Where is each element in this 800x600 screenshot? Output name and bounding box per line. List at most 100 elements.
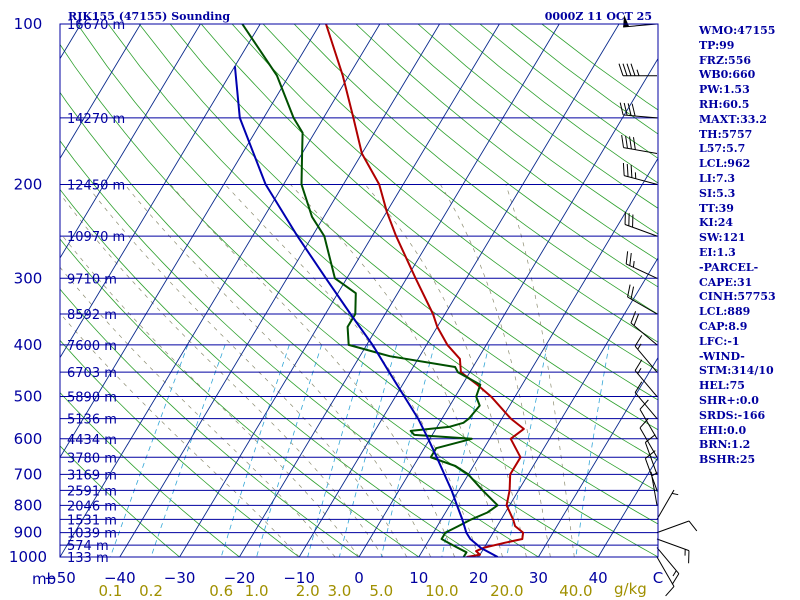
wind-barb-half-flag (637, 367, 642, 374)
wind-barb-staff (624, 224, 658, 237)
wind-barb-staff (656, 547, 680, 574)
wind-barb-flag (671, 573, 680, 585)
wind-barb-staff (639, 409, 658, 440)
height-label: 8592 m (67, 308, 117, 323)
wind-barb-half-flag (634, 172, 637, 179)
wind-barb-half-flag (671, 492, 679, 496)
isotherm (60, 24, 321, 459)
wind-barb (634, 381, 658, 419)
wind-barb (627, 284, 658, 315)
height-label: 3780 m (67, 451, 117, 466)
wind-barb-flag (629, 136, 632, 150)
sounding-index: MAXT:33.2 (699, 112, 767, 126)
sounding-index: KI:24 (699, 216, 734, 230)
wind-barb-flag (630, 63, 636, 76)
sounding-index: EHI:0.0 (699, 423, 747, 437)
wind-barb-flag (630, 165, 633, 178)
height-label: 574 m (67, 539, 109, 554)
wind-barb-flag (624, 211, 626, 225)
sounding-index: LCL:889 (699, 305, 751, 319)
wind-barb (634, 359, 658, 397)
sounding-index: SRDS:-166 (699, 408, 766, 422)
isotherm (60, 24, 141, 160)
wind-barb-flag (632, 137, 636, 150)
temperature-tick-label: −20 (224, 569, 256, 587)
height-label: 14270 m (67, 112, 125, 127)
height-label: 4434 m (67, 433, 117, 448)
wind-barb-flag (639, 418, 649, 429)
sounding-index: L57:5.7 (699, 142, 746, 156)
plot-frame (59, 23, 659, 558)
temperature-tick-label: 0 (354, 569, 364, 587)
height-label: 2046 m (67, 499, 117, 514)
sounding-profiles (233, 24, 525, 557)
mixing-ratio-axis-labels: 0.1 0.2 0.6 1.0 2.0 3.0 5.0 10.0 20.0 40.0 (98, 582, 592, 600)
mixing-ratio-tick-label: 0.6 (209, 582, 233, 600)
wind-barb (656, 538, 690, 564)
pressure-tick-label: 600 (14, 430, 43, 448)
height-label: 5890 m (67, 391, 117, 406)
wind-barb-flag (626, 163, 629, 177)
sounding-index: SI:5.3 (699, 186, 736, 200)
sounding-index: WB0:660 (699, 68, 756, 82)
sounding-index: TT:39 (699, 201, 734, 215)
mixing-ratio-tick-label: 2.0 (296, 582, 320, 600)
temperature-tick-label: −30 (164, 569, 196, 587)
wind-barb-flag (628, 213, 630, 226)
wind-barb-half-flag (636, 69, 640, 76)
sounding-index: CINH:57753 (699, 290, 776, 304)
wind-barb-flag (621, 135, 625, 148)
wind-barb (656, 520, 698, 534)
wind-barb-flag (630, 311, 637, 324)
wind-barb (656, 547, 680, 585)
sounding-index: -PARCEL- (699, 260, 759, 274)
dewpoint-line (241, 24, 499, 557)
mixing-ratio-tick-label: 20.0 (490, 582, 523, 600)
wind-barb-flag (618, 63, 624, 76)
wind-barb-flag (630, 286, 635, 300)
wind-barb (656, 489, 679, 520)
height-label: 2591 m (67, 484, 117, 499)
height-label: 10970 m (67, 230, 125, 245)
sounding-index: LCL:962 (699, 157, 751, 171)
wind-barb-staff (656, 556, 675, 587)
wind-barb-flag (688, 520, 698, 532)
wind-barb-staff (656, 520, 690, 534)
height-label: 1039 m (67, 527, 117, 542)
isotherm (358, 57, 658, 557)
wind-barb-half-flag (684, 549, 686, 556)
moist-adiabat (60, 312, 300, 557)
sounding-index: TH:5757 (699, 127, 753, 141)
wind-barb-flag (626, 63, 632, 76)
wind-barb-half-flag (632, 260, 635, 268)
wind-barb-staff (623, 114, 658, 119)
isotherm (538, 356, 658, 557)
wind-barb (639, 418, 658, 458)
temperature-tick-label: −40 (104, 569, 136, 587)
height-labels: 16670 m 14270 m 12450 m 10970 m 9710 m 8592 m… (67, 18, 125, 566)
wind-barb-flag (634, 335, 643, 347)
sounding-index: CAP:8.9 (699, 319, 748, 333)
isotherm (60, 24, 381, 557)
height-label: 5136 m (67, 413, 117, 428)
height-label: 6703 m (67, 366, 117, 381)
wind-barb (619, 102, 658, 119)
temperature-tick-label: 10 (409, 569, 428, 587)
mixing-ratio-tick-label: 0.2 (139, 582, 163, 600)
wind-barb (618, 63, 657, 77)
wind-barb-staff (634, 392, 658, 419)
wind-barb (656, 556, 675, 597)
pressure-tick-label: 700 (14, 465, 43, 483)
pressure-tick-label: 300 (14, 269, 43, 287)
mixing-ratio-tick-label: 40.0 (559, 582, 592, 600)
wind-barb-staff (644, 458, 658, 491)
y-axis-unit: mb (32, 570, 56, 588)
wind-barb-flag (622, 162, 625, 176)
wind-barb-half-flag (637, 343, 642, 350)
sounding-index: FRZ:556 (699, 53, 752, 67)
moist-adiabat (170, 184, 456, 557)
sounding-index: WMO:47155 (699, 24, 776, 37)
mixing-ratio-tick-label: 10.0 (425, 582, 458, 600)
wind-barb (639, 399, 658, 440)
